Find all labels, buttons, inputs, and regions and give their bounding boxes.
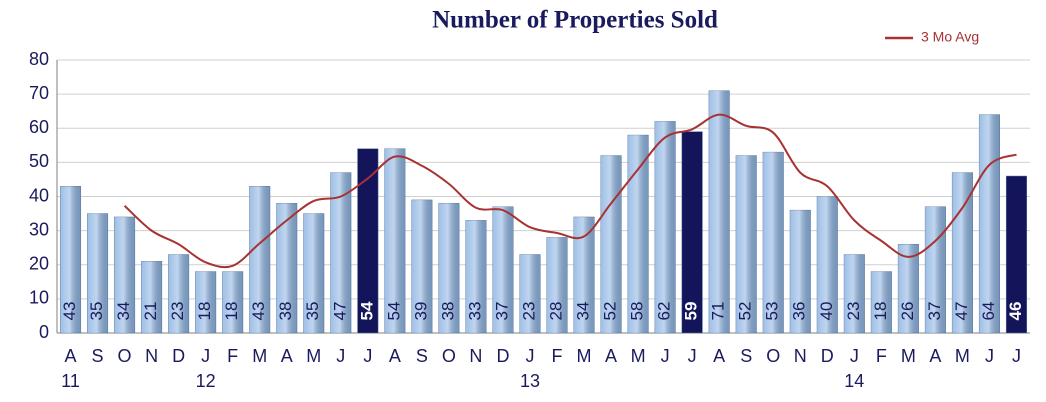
- x-tick-label: M: [901, 346, 916, 366]
- value-label: 59: [682, 302, 701, 321]
- chart-title: Number of Properties Sold: [432, 7, 718, 34]
- y-tick-label: 10: [29, 288, 49, 308]
- value-label: 18: [222, 302, 241, 321]
- value-label: 18: [871, 302, 890, 321]
- x-tick-label: J: [336, 346, 345, 366]
- value-label: 43: [249, 302, 268, 321]
- x-tick-label: J: [1012, 346, 1021, 366]
- year-label: 13: [520, 371, 540, 391]
- value-label: 34: [114, 302, 133, 321]
- value-label: 62: [655, 302, 674, 321]
- x-tick-label: M: [955, 346, 970, 366]
- value-label: 35: [87, 302, 106, 321]
- bar: [978, 114, 1000, 334]
- y-tick-label: 30: [29, 219, 49, 239]
- x-tick-label: J: [201, 346, 210, 366]
- bar: [654, 121, 676, 334]
- x-tick-label: D: [496, 346, 509, 366]
- value-label: 64: [979, 302, 998, 321]
- x-tick-label: F: [227, 346, 238, 366]
- legend-label: 3 Mo Avg: [921, 29, 979, 45]
- bar: [1005, 175, 1028, 334]
- x-tick-label: A: [389, 346, 401, 366]
- value-label: 35: [303, 302, 322, 321]
- value-label: 47: [952, 302, 971, 321]
- bar: [357, 148, 379, 334]
- x-tick-label: N: [469, 346, 482, 366]
- x-tick-label: J: [688, 346, 697, 366]
- x-tick-label: M: [306, 346, 321, 366]
- x-tick-label: J: [661, 346, 670, 366]
- x-tick-label: O: [442, 346, 456, 366]
- x-tick-label: D: [172, 346, 185, 366]
- x-tick-label: J: [850, 346, 859, 366]
- value-label: 34: [574, 302, 593, 321]
- x-tick-label: N: [145, 346, 158, 366]
- value-label: 71: [709, 302, 728, 321]
- x-tick-label: D: [821, 346, 834, 366]
- x-tick-label: O: [766, 346, 780, 366]
- y-tick-label: 60: [29, 117, 49, 137]
- x-tick-label: N: [794, 346, 807, 366]
- value-label: 33: [465, 302, 484, 321]
- value-label: 40: [817, 302, 836, 321]
- value-label: 58: [628, 302, 647, 321]
- value-label: 26: [898, 302, 917, 321]
- x-tick-label: J: [525, 346, 534, 366]
- y-tick-label: 40: [29, 185, 49, 205]
- value-label: 37: [925, 302, 944, 321]
- value-label: 18: [195, 302, 214, 321]
- x-tick-label: F: [876, 346, 887, 366]
- value-label: 53: [763, 302, 782, 321]
- value-label: 23: [844, 302, 863, 321]
- value-label: 37: [492, 302, 511, 321]
- value-label: 39: [411, 302, 430, 321]
- x-tick-label: A: [605, 346, 617, 366]
- value-label: 52: [736, 302, 755, 321]
- value-label: 46: [1006, 302, 1025, 321]
- year-label: 12: [196, 371, 216, 391]
- value-label: 38: [438, 302, 457, 321]
- value-label: 21: [141, 302, 160, 321]
- y-tick-label: 20: [29, 254, 49, 274]
- y-tick-label: 70: [29, 83, 49, 103]
- x-tick-label: M: [631, 346, 646, 366]
- x-tick-label: M: [577, 346, 592, 366]
- x-tick-label: F: [552, 346, 563, 366]
- bar: [708, 90, 730, 334]
- value-label: 38: [276, 302, 295, 321]
- x-tick-label: A: [281, 346, 293, 366]
- value-label: 54: [384, 302, 403, 321]
- year-label: 14: [844, 371, 864, 391]
- value-label: 36: [790, 302, 809, 321]
- y-tick-label: 80: [29, 49, 49, 69]
- value-label: 54: [357, 301, 376, 320]
- avg-line: [123, 113, 1017, 269]
- value-label: 47: [330, 302, 349, 321]
- year-label: 11: [61, 371, 80, 391]
- y-tick-label: 50: [29, 151, 49, 171]
- value-label: 43: [60, 302, 79, 321]
- x-tick-label: S: [92, 346, 104, 366]
- value-label: 23: [168, 302, 187, 321]
- x-tick-label: J: [363, 346, 372, 366]
- x-tick-label: A: [713, 346, 725, 366]
- bar: [141, 261, 163, 334]
- x-tick-label: S: [740, 346, 752, 366]
- x-tick-label: O: [118, 346, 132, 366]
- x-tick-label: A: [929, 346, 941, 366]
- bar: [681, 131, 703, 334]
- x-tick-label: A: [65, 346, 77, 366]
- y-tick-label: 0: [39, 322, 49, 342]
- x-tick-label: J: [985, 346, 994, 366]
- x-tick-label: M: [252, 346, 267, 366]
- value-label: 52: [601, 302, 620, 321]
- value-label: 28: [546, 302, 565, 321]
- value-label: 23: [519, 302, 538, 321]
- x-tick-label: S: [416, 346, 428, 366]
